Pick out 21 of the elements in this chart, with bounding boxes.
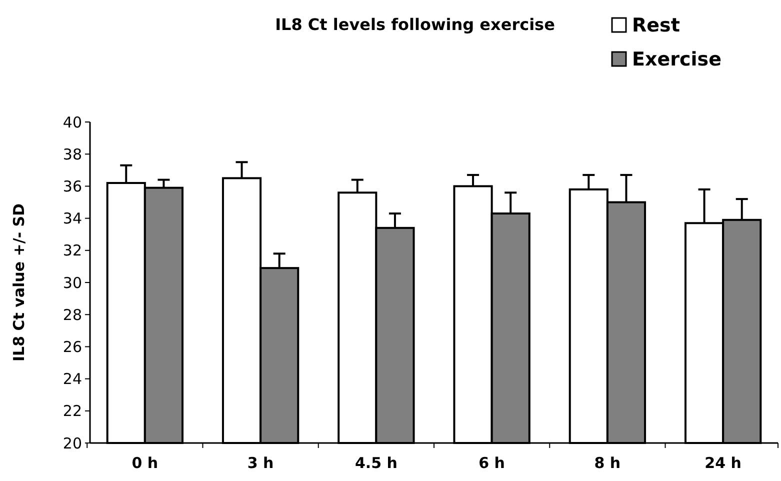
x-tick-label: 3 h bbox=[247, 454, 274, 472]
y-tick-label: 28 bbox=[62, 306, 82, 324]
y-tick-label: 20 bbox=[62, 434, 82, 452]
x-tick-label: 4.5 h bbox=[354, 454, 398, 472]
y-tick-label: 36 bbox=[62, 177, 82, 196]
chart-title: IL8 Ct levels following exercise bbox=[275, 15, 556, 34]
y-tick-label: 40 bbox=[62, 113, 82, 132]
x-tick-label: 8 h bbox=[594, 454, 621, 472]
y-tick-label: 38 bbox=[62, 145, 82, 164]
y-axis-title: IL8 Ct value +/- SD bbox=[10, 203, 28, 362]
x-tick-label: 0 h bbox=[132, 454, 158, 472]
y-tick-label: 34 bbox=[62, 210, 82, 228]
x-tick-label: 6 h bbox=[478, 454, 505, 472]
legend-label: Rest bbox=[632, 14, 680, 37]
y-tick-label: 32 bbox=[62, 242, 82, 260]
legend-label: Exercise bbox=[632, 48, 722, 71]
y-tick-label: 22 bbox=[62, 402, 82, 420]
y-tick-label: 26 bbox=[62, 338, 82, 356]
y-tick-label: 30 bbox=[62, 274, 82, 292]
x-tick-label: 24 h bbox=[704, 454, 742, 472]
y-tick-label: 24 bbox=[62, 370, 82, 388]
